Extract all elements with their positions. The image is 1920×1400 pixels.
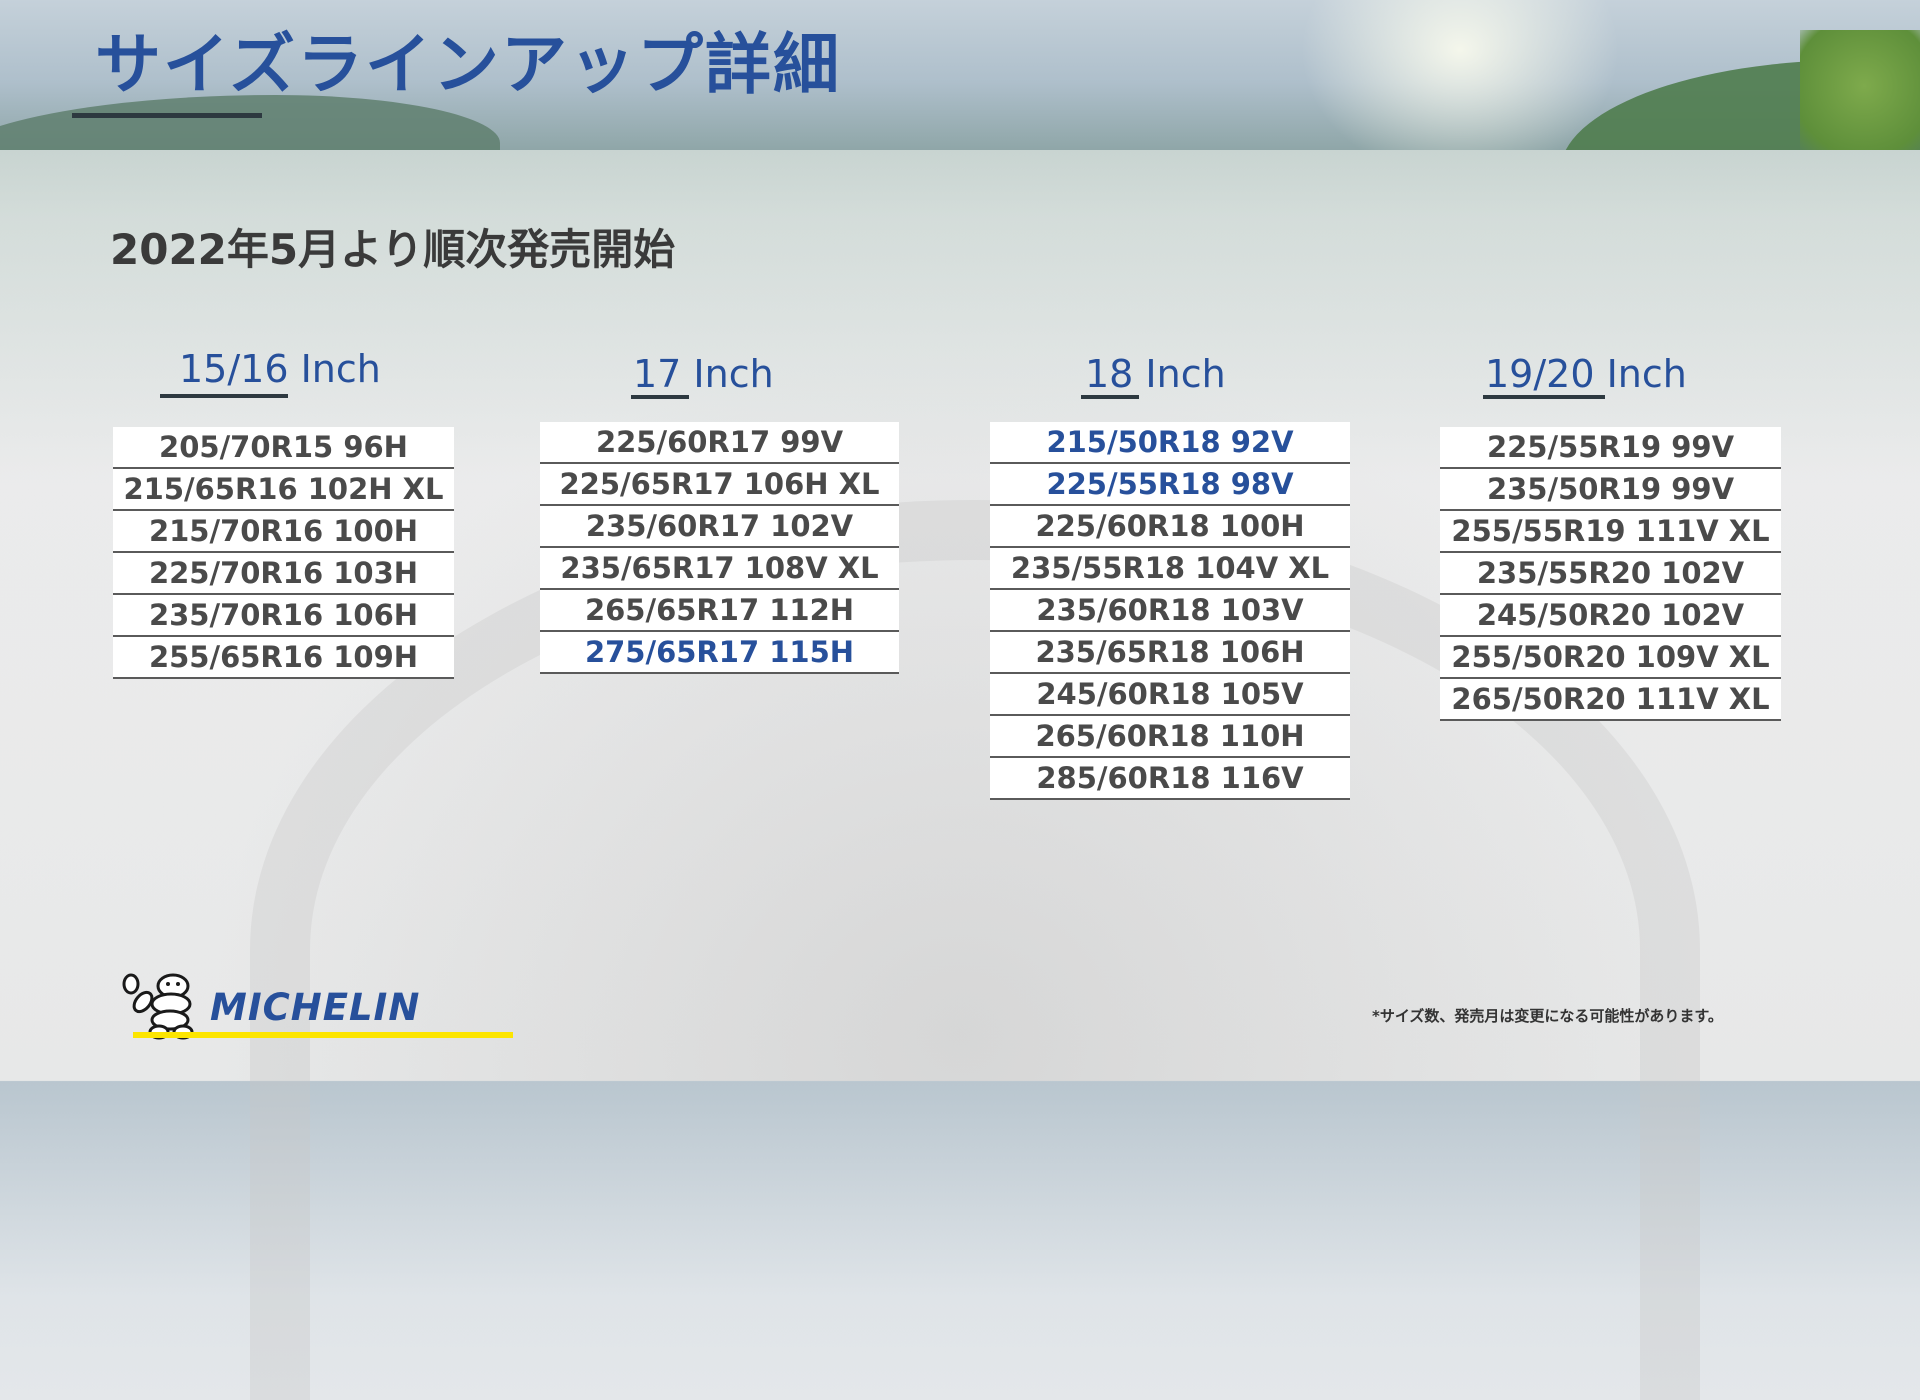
heading-underline xyxy=(1081,395,1139,399)
column-heading: 19/20 Inch xyxy=(1485,352,1687,396)
size-row: 275/65R17 115H xyxy=(540,632,899,674)
size-row: 205/70R15 96H xyxy=(113,427,454,469)
heading-underline xyxy=(160,394,288,398)
size-row: 215/50R18 92V xyxy=(990,422,1350,464)
size-row: 225/60R17 99V xyxy=(540,422,899,464)
heading-underline xyxy=(631,395,689,399)
size-table: 205/70R15 96H 215/65R16 102H XL 215/70R1… xyxy=(113,427,454,679)
sun-glow xyxy=(1300,0,1620,150)
size-row: 255/50R20 109V XL xyxy=(1440,637,1781,679)
size-row: 225/65R17 106H XL xyxy=(540,464,899,506)
size-row: 245/60R18 105V xyxy=(990,674,1350,716)
column-heading: 17 Inch xyxy=(633,352,774,396)
size-row: 235/50R19 99V xyxy=(1440,469,1781,511)
title-underline xyxy=(72,113,262,118)
size-row: 255/55R19 111V XL xyxy=(1440,511,1781,553)
tree-icon xyxy=(1800,30,1920,150)
michelin-logo: MICHELIN xyxy=(115,968,513,1040)
size-table: 225/60R17 99V 225/65R17 106H XL 235/60R1… xyxy=(540,422,899,674)
size-table: 225/55R19 99V 235/50R19 99V 255/55R19 11… xyxy=(1440,427,1781,721)
size-row: 265/50R20 111V XL xyxy=(1440,679,1781,721)
size-row: 215/65R16 102H XL xyxy=(113,469,454,511)
size-row: 225/60R18 100H xyxy=(990,506,1350,548)
size-row: 265/65R17 112H xyxy=(540,590,899,632)
heading-underline xyxy=(1483,395,1605,399)
release-subtitle: 2022年5月より順次発売開始 xyxy=(110,225,676,274)
column-heading: 15/16 Inch xyxy=(179,347,381,391)
size-row: 285/60R18 116V xyxy=(990,758,1350,800)
disclaimer-note: *サイズ数、発売月は変更になる可能性があります。 xyxy=(1372,1007,1723,1025)
size-row: 235/60R18 103V xyxy=(990,590,1350,632)
size-row: 265/60R18 110H xyxy=(990,716,1350,758)
brand-yellow-bar xyxy=(133,1032,513,1038)
size-row: 255/65R16 109H xyxy=(113,637,454,679)
size-row: 235/70R16 106H xyxy=(113,595,454,637)
size-row: 245/50R20 102V xyxy=(1440,595,1781,637)
hero-landscape-banner xyxy=(0,0,1920,150)
size-row: 235/65R17 108V XL xyxy=(540,548,899,590)
size-row: 225/70R16 103H xyxy=(113,553,454,595)
page-title: サイズラインアップ詳細 xyxy=(95,26,842,103)
brand-name: MICHELIN xyxy=(210,986,421,1029)
size-row: 225/55R18 98V xyxy=(990,464,1350,506)
size-row: 235/55R20 102V xyxy=(1440,553,1781,595)
size-row: 235/65R18 106H xyxy=(990,632,1350,674)
size-row: 235/60R17 102V xyxy=(540,506,899,548)
size-row: 215/70R16 100H xyxy=(113,511,454,553)
size-table: 215/50R18 92V 225/55R18 98V 225/60R18 10… xyxy=(990,422,1350,800)
size-row: 235/55R18 104V XL xyxy=(990,548,1350,590)
michelin-man-icon xyxy=(122,973,194,1040)
size-row: 225/55R19 99V xyxy=(1440,427,1781,469)
column-heading: 18 Inch xyxy=(1085,352,1226,396)
